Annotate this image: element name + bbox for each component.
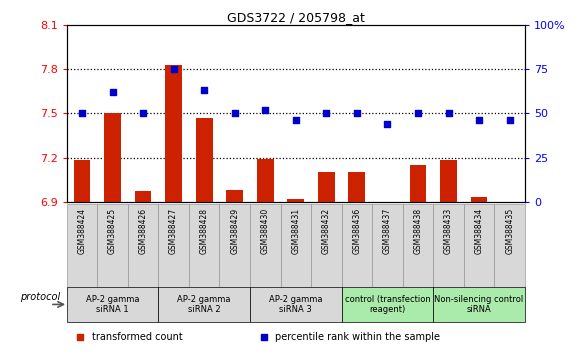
Bar [219, 204, 250, 289]
Text: percentile rank within the sample: percentile rank within the sample [275, 332, 440, 342]
Bar [196, 118, 212, 202]
Bar [158, 287, 250, 322]
Bar [342, 287, 433, 322]
Bar [67, 204, 97, 289]
Point [414, 110, 423, 116]
Text: protocol: protocol [20, 292, 60, 302]
Point [200, 87, 209, 93]
Bar [409, 165, 426, 202]
Text: GSM388427: GSM388427 [169, 208, 178, 254]
Point [352, 110, 361, 116]
Bar [250, 287, 342, 322]
Bar [311, 204, 342, 289]
Bar [403, 204, 433, 289]
Bar [74, 160, 90, 202]
Text: GSM388426: GSM388426 [139, 208, 147, 254]
Text: control (transfection
reagent): control (transfection reagent) [345, 295, 430, 314]
Text: GSM388432: GSM388432 [322, 208, 331, 254]
Text: GSM388436: GSM388436 [353, 208, 361, 254]
Point [291, 118, 300, 123]
Text: AP-2 gamma
siRNA 2: AP-2 gamma siRNA 2 [177, 295, 231, 314]
Text: GSM388435: GSM388435 [505, 208, 514, 254]
Bar [257, 159, 274, 202]
Point [260, 107, 270, 113]
Point [108, 89, 117, 95]
Point [474, 118, 484, 123]
Bar [349, 172, 365, 202]
Text: GSM388425: GSM388425 [108, 208, 117, 254]
Bar [189, 204, 219, 289]
Text: GSM388438: GSM388438 [414, 208, 422, 254]
Point [505, 118, 514, 123]
Point [416, 214, 425, 219]
Point [77, 110, 86, 116]
Text: GSM388429: GSM388429 [230, 208, 239, 254]
Bar [372, 204, 403, 289]
Title: GDS3722 / 205798_at: GDS3722 / 205798_at [227, 11, 365, 24]
Text: AP-2 gamma
siRNA 3: AP-2 gamma siRNA 3 [269, 295, 322, 314]
Text: GSM388437: GSM388437 [383, 208, 392, 254]
Text: GSM388433: GSM388433 [444, 208, 453, 254]
Bar [433, 287, 525, 322]
Point [444, 110, 453, 116]
Bar [288, 199, 304, 202]
Point [322, 110, 331, 116]
Point [230, 110, 240, 116]
Text: GSM388428: GSM388428 [200, 208, 209, 254]
Point [139, 110, 148, 116]
Bar [250, 204, 281, 289]
Bar [226, 190, 243, 202]
Bar [165, 64, 182, 202]
Bar [440, 160, 457, 202]
Bar [318, 172, 335, 202]
Text: AP-2 gamma
siRNA 1: AP-2 gamma siRNA 1 [86, 295, 139, 314]
Bar [464, 204, 494, 289]
Bar [433, 204, 464, 289]
Point [169, 66, 178, 72]
Text: GSM388430: GSM388430 [261, 208, 270, 254]
Bar [104, 113, 121, 202]
Bar [281, 204, 311, 289]
Bar [494, 204, 525, 289]
Point [383, 121, 392, 127]
Bar [158, 204, 189, 289]
Bar [135, 192, 151, 202]
Text: GSM388424: GSM388424 [78, 208, 86, 254]
Bar [342, 204, 372, 289]
Bar [471, 198, 487, 202]
Text: GSM388434: GSM388434 [474, 208, 484, 254]
Bar [97, 204, 128, 289]
Text: Non-silencing control
siRNA: Non-silencing control siRNA [434, 295, 524, 314]
Text: transformed count: transformed count [92, 332, 183, 342]
Text: GSM388431: GSM388431 [291, 208, 300, 254]
Bar [128, 204, 158, 289]
Bar [67, 287, 158, 322]
